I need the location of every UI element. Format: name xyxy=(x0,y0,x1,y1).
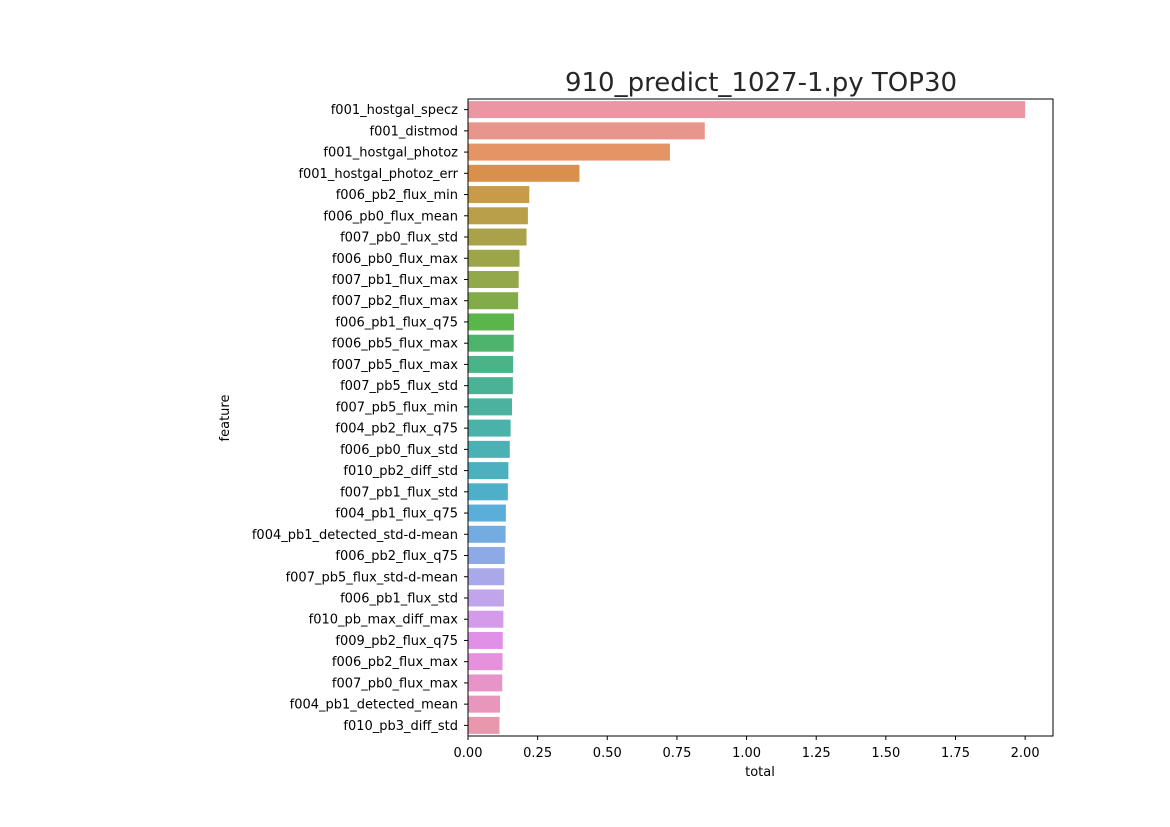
bar-f004_pb1_detected_mean xyxy=(468,695,501,713)
bar-f007_pb5_flux_std-d-mean xyxy=(468,568,505,586)
x-tick-label: 2.00 xyxy=(1011,746,1040,761)
bar-f006_pb2_flux_max xyxy=(468,653,503,671)
x-tick-label: 0.75 xyxy=(662,746,691,761)
y-tick-label: f006_pb0_flux_max xyxy=(332,252,458,267)
x-tick-label: 0.00 xyxy=(454,746,483,761)
x-axis-label: total xyxy=(745,765,775,780)
y-tick-label: f007_pb5_flux_max xyxy=(332,358,458,373)
y-tick-label: f006_pb5_flux_max xyxy=(332,337,458,352)
bar-f001_hostgal_photoz_err xyxy=(468,164,580,182)
y-tick-label: f001_hostgal_photoz xyxy=(323,146,458,161)
y-tick-label: f004_pb1_flux_q75 xyxy=(335,507,458,522)
y-tick-label: f001_hostgal_photoz_err xyxy=(298,167,458,182)
y-tick-label: f001_hostgal_specz xyxy=(331,103,458,118)
bar-f001_hostgal_photoz xyxy=(468,143,670,161)
bar-f004_pb1_detected_std-d-mean xyxy=(468,525,506,543)
plot-frame xyxy=(467,98,1054,737)
x-tick-label: 1.25 xyxy=(802,746,831,761)
x-tick-label: 1.75 xyxy=(941,746,970,761)
y-axis-label: feature xyxy=(218,395,233,442)
y-tick-label: f006_pb0_flux_mean xyxy=(323,209,458,224)
bar-f009_pb2_flux_q75 xyxy=(468,631,503,649)
y-tick-label: f007_pb2_flux_max xyxy=(332,294,458,309)
y-tick-label: f010_pb2_diff_std xyxy=(343,464,458,479)
bar-f004_pb2_flux_q75 xyxy=(468,419,511,437)
bar-f006_pb5_flux_max xyxy=(468,334,514,352)
x-ticks: 0.00 0.25 0.50 0.75 1.00 1.25 1.50 1.75 2.00 xyxy=(454,736,1040,761)
bar-f006_pb0_flux_std xyxy=(468,440,510,458)
y-tick-label: f007_pb5_flux_min xyxy=(336,400,458,415)
x-tick-label: 0.25 xyxy=(523,746,552,761)
y-tick-label: f006_pb2_flux_max xyxy=(332,655,458,670)
bar-f010_pb_max_diff_max xyxy=(468,610,504,628)
bar-f007_pb5_flux_max xyxy=(468,355,514,373)
x-tick-label: 1.00 xyxy=(732,746,761,761)
bar-f007_pb0_flux_max xyxy=(468,674,503,692)
bar-f007_pb2_flux_max xyxy=(468,292,519,310)
bar-f007_pb5_flux_min xyxy=(468,398,513,416)
bars-group xyxy=(468,101,1026,734)
bar-f006_pb0_flux_mean xyxy=(468,207,528,225)
x-tick-label: 1.50 xyxy=(871,746,900,761)
y-tick-label: f010_pb_max_diff_max xyxy=(309,613,459,628)
y-tick-label: f006_pb0_flux_std xyxy=(340,443,458,458)
y-tick-label: f006_pb1_flux_q75 xyxy=(335,315,458,330)
y-tick-label: f004_pb1_detected_mean xyxy=(290,698,458,713)
x-tick-label: 0.50 xyxy=(593,746,622,761)
chart-title: 910_predict_1027-1.py TOP30 xyxy=(565,68,957,98)
y-tick-label: f006_pb2_flux_min xyxy=(336,188,458,203)
bar-f007_pb1_flux_std xyxy=(468,483,508,501)
bar-f001_hostgal_specz xyxy=(468,101,1026,119)
y-tick-label: f007_pb1_flux_max xyxy=(332,273,458,288)
y-tick-label: f007_pb0_flux_max xyxy=(332,676,458,691)
bar-f007_pb1_flux_max xyxy=(468,270,519,288)
bar-f006_pb2_flux_min xyxy=(468,186,530,204)
y-tick-label: f001_distmod xyxy=(370,124,459,139)
y-tick-label: f007_pb5_flux_std-d-mean xyxy=(286,570,458,585)
bar-f001_distmod xyxy=(468,122,705,140)
y-tick-label: f009_pb2_flux_q75 xyxy=(335,634,458,649)
y-tick-labels: f001_hostgal_specz f001_distmod f001_hostg… xyxy=(252,103,468,734)
y-tick-label: f010_pb3_diff_std xyxy=(343,719,458,734)
y-tick-label: f007_pb1_flux_std xyxy=(340,485,458,500)
y-tick-label: f007_pb0_flux_std xyxy=(340,231,458,246)
bar-f007_pb0_flux_std xyxy=(468,228,527,246)
bar-f006_pb1_flux_q75 xyxy=(468,313,514,331)
bar-f010_pb2_diff_std xyxy=(468,462,509,480)
y-tick-label: f004_pb1_detected_std-d-mean xyxy=(252,528,458,543)
y-tick-label: f007_pb5_flux_std xyxy=(340,379,458,394)
bar-f006_pb2_flux_q75 xyxy=(468,547,505,565)
bar-f004_pb1_flux_q75 xyxy=(468,504,506,522)
bar-f010_pb3_diff_std xyxy=(468,716,500,734)
bar-f006_pb1_flux_std xyxy=(468,589,504,607)
bar-f006_pb0_flux_max xyxy=(468,249,520,267)
bar-f007_pb5_flux_std xyxy=(468,377,513,395)
y-tick-label: f004_pb2_flux_q75 xyxy=(335,422,458,437)
y-tick-label: f006_pb2_flux_q75 xyxy=(335,549,458,564)
y-tick-label: f006_pb1_flux_std xyxy=(340,591,458,606)
